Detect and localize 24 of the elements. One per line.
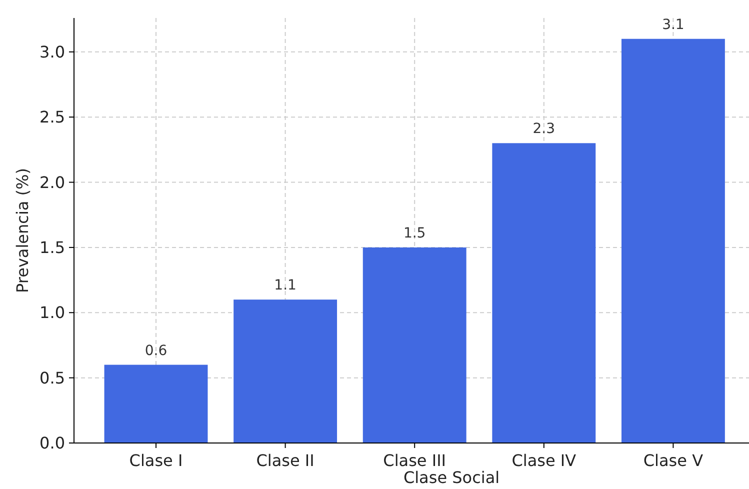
data-label: 1.1 xyxy=(274,278,296,294)
y-axis-title: Prevalencia (%) xyxy=(13,168,32,293)
x-tick-label: Clase III xyxy=(383,451,446,470)
y-tick-label: 0.0 xyxy=(40,434,65,453)
x-tick-label: Clase I xyxy=(129,451,183,470)
x-tick-label: Clase II xyxy=(256,451,314,470)
x-axis-title: Clase Social xyxy=(403,468,500,487)
bar xyxy=(492,143,596,443)
data-label: 1.5 xyxy=(403,225,426,242)
y-tick-label: 2.5 xyxy=(40,108,65,127)
data-label: 0.6 xyxy=(144,342,168,359)
y-tick-label: 2.0 xyxy=(40,172,65,192)
y-tick-label: 0.5 xyxy=(40,368,65,388)
x-tick-label: Clase V xyxy=(643,451,704,470)
bar xyxy=(104,364,208,443)
data-label: 3.1 xyxy=(662,16,684,33)
bar xyxy=(621,38,725,443)
bar xyxy=(362,247,466,443)
data-label: 2.3 xyxy=(532,121,556,138)
bar xyxy=(234,300,338,443)
y-tick-label: 1.0 xyxy=(40,303,65,322)
x-tick-label: Clase IV xyxy=(512,451,576,470)
y-tick-label: 3.0 xyxy=(40,42,65,62)
y-tick-label: 1.5 xyxy=(40,238,65,258)
